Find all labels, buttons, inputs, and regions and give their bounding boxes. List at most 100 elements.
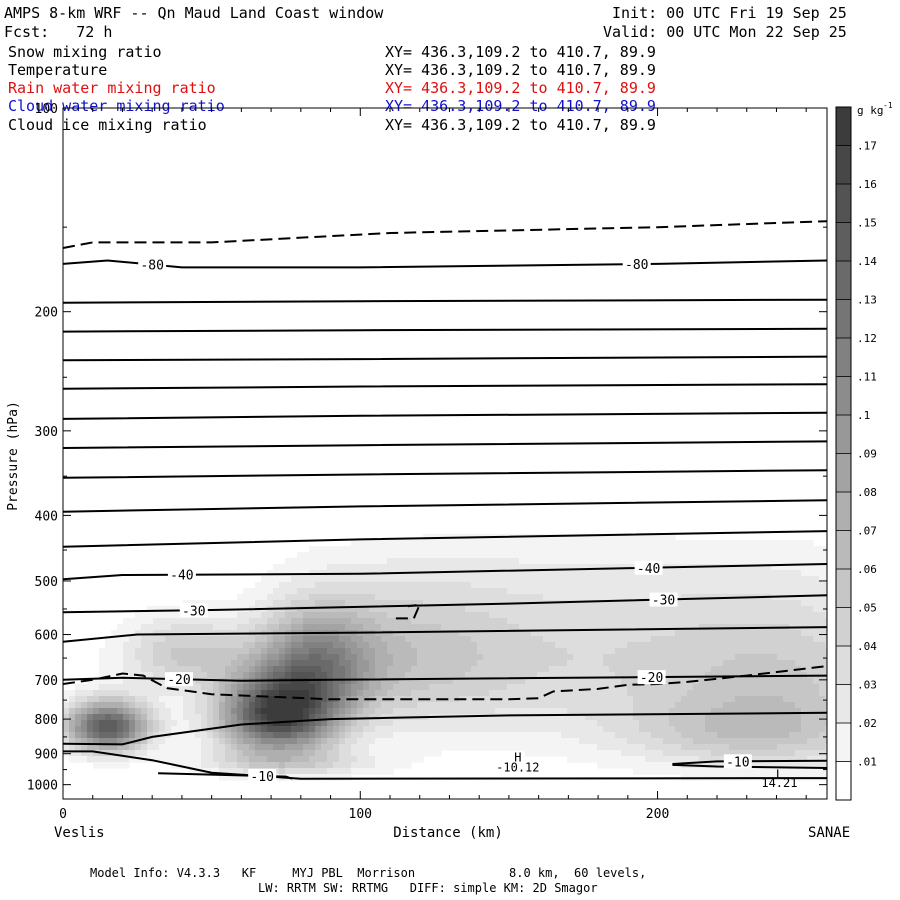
snow-cell: [357, 750, 364, 757]
snow-cell: [609, 630, 616, 637]
snow-cell: [819, 642, 826, 649]
snow-cell: [729, 636, 736, 643]
snow-cell: [321, 678, 328, 685]
snow-cell: [219, 750, 226, 757]
snow-cell: [273, 594, 280, 601]
snow-cell: [621, 756, 628, 763]
snow-cell: [351, 576, 358, 583]
snow-cell: [471, 744, 478, 751]
snow-cell: [513, 744, 520, 751]
snow-cell: [237, 654, 244, 661]
snow-cell: [777, 720, 784, 727]
snow-cell: [735, 606, 742, 613]
snow-cell: [717, 750, 724, 757]
snow-cell: [399, 690, 406, 697]
snow-cell: [693, 684, 700, 691]
snow-cell: [663, 666, 670, 673]
snow-cell: [153, 618, 160, 625]
snow-cell: [189, 726, 196, 733]
snow-cell: [195, 744, 202, 751]
snow-cell: [351, 762, 358, 769]
snow-cell: [99, 678, 106, 685]
y-tick-label: 600: [35, 629, 58, 644]
snow-cell: [819, 744, 826, 751]
snow-cell: [621, 732, 628, 739]
snow-cell: [681, 744, 688, 751]
snow-cell: [291, 732, 298, 739]
snow-cell: [429, 702, 436, 709]
snow-cell: [477, 588, 484, 595]
snow-cell: [279, 660, 286, 667]
snow-cell: [441, 606, 448, 613]
snow-cell: [309, 618, 316, 625]
snow-cell: [333, 576, 340, 583]
snow-cell: [717, 696, 724, 703]
snow-cell: [555, 564, 562, 571]
snow-cell: [693, 714, 700, 721]
x-axis-label: Distance (km): [393, 825, 503, 841]
snow-cell: [375, 582, 382, 589]
snow-cell: [663, 720, 670, 727]
snow-cell: [807, 552, 814, 559]
snow-cell: [723, 588, 730, 595]
snow-cell: [495, 714, 502, 721]
snow-cell: [795, 702, 802, 709]
snow-cell: [747, 738, 754, 745]
snow-cell: [621, 744, 628, 751]
snow-cell: [615, 558, 622, 565]
snow-cell: [645, 642, 652, 649]
snow-cell: [615, 702, 622, 709]
snow-cell: [723, 600, 730, 607]
snow-cell: [603, 642, 610, 649]
snow-cell: [711, 600, 718, 607]
snow-cell: [207, 702, 214, 709]
snow-cell: [153, 744, 160, 751]
snow-cell: [339, 762, 346, 769]
snow-cell: [501, 576, 508, 583]
snow-cell: [381, 678, 388, 685]
snow-cell: [537, 612, 544, 619]
snow-cell: [321, 720, 328, 727]
snow-cell: [309, 594, 316, 601]
contour-label-bg: [167, 567, 196, 582]
snow-cell: [129, 690, 136, 697]
snow-cell: [729, 672, 736, 679]
snow-cell: [501, 540, 508, 547]
snow-cell: [201, 684, 208, 691]
snow-cell: [375, 594, 382, 601]
snow-cell: [543, 750, 550, 757]
snow-cell: [69, 732, 76, 739]
snow-cell: [159, 672, 166, 679]
snow-cell: [279, 744, 286, 751]
snow-cell: [597, 738, 604, 745]
snow-cell: [753, 696, 760, 703]
snow-cell: [507, 660, 514, 667]
snow-cell: [309, 660, 316, 667]
snow-cell: [111, 708, 118, 715]
snow-cell: [801, 588, 808, 595]
snow-cell: [585, 558, 592, 565]
snow-cell: [657, 768, 664, 775]
snow-cell: [729, 558, 736, 565]
snow-cell: [537, 546, 544, 553]
snow-cell: [357, 702, 364, 709]
snow-cell: [411, 624, 418, 631]
snow-cell: [597, 660, 604, 667]
snow-cell: [201, 744, 208, 751]
snow-cell: [207, 762, 214, 769]
snow-cell: [351, 552, 358, 559]
snow-cell: [243, 714, 250, 721]
snow-cell: [591, 534, 598, 541]
snow-cell: [675, 756, 682, 763]
snow-cell: [315, 714, 322, 721]
snow-cell: [651, 744, 658, 751]
snow-cell: [237, 642, 244, 649]
snow-cell: [255, 588, 262, 595]
snow-cell: [459, 648, 466, 655]
snow-cell: [807, 576, 814, 583]
snow-cell: [585, 654, 592, 661]
snow-cell: [567, 720, 574, 727]
snow-cell: [495, 708, 502, 715]
snow-cell: [105, 678, 112, 685]
snow-cell: [423, 750, 430, 757]
